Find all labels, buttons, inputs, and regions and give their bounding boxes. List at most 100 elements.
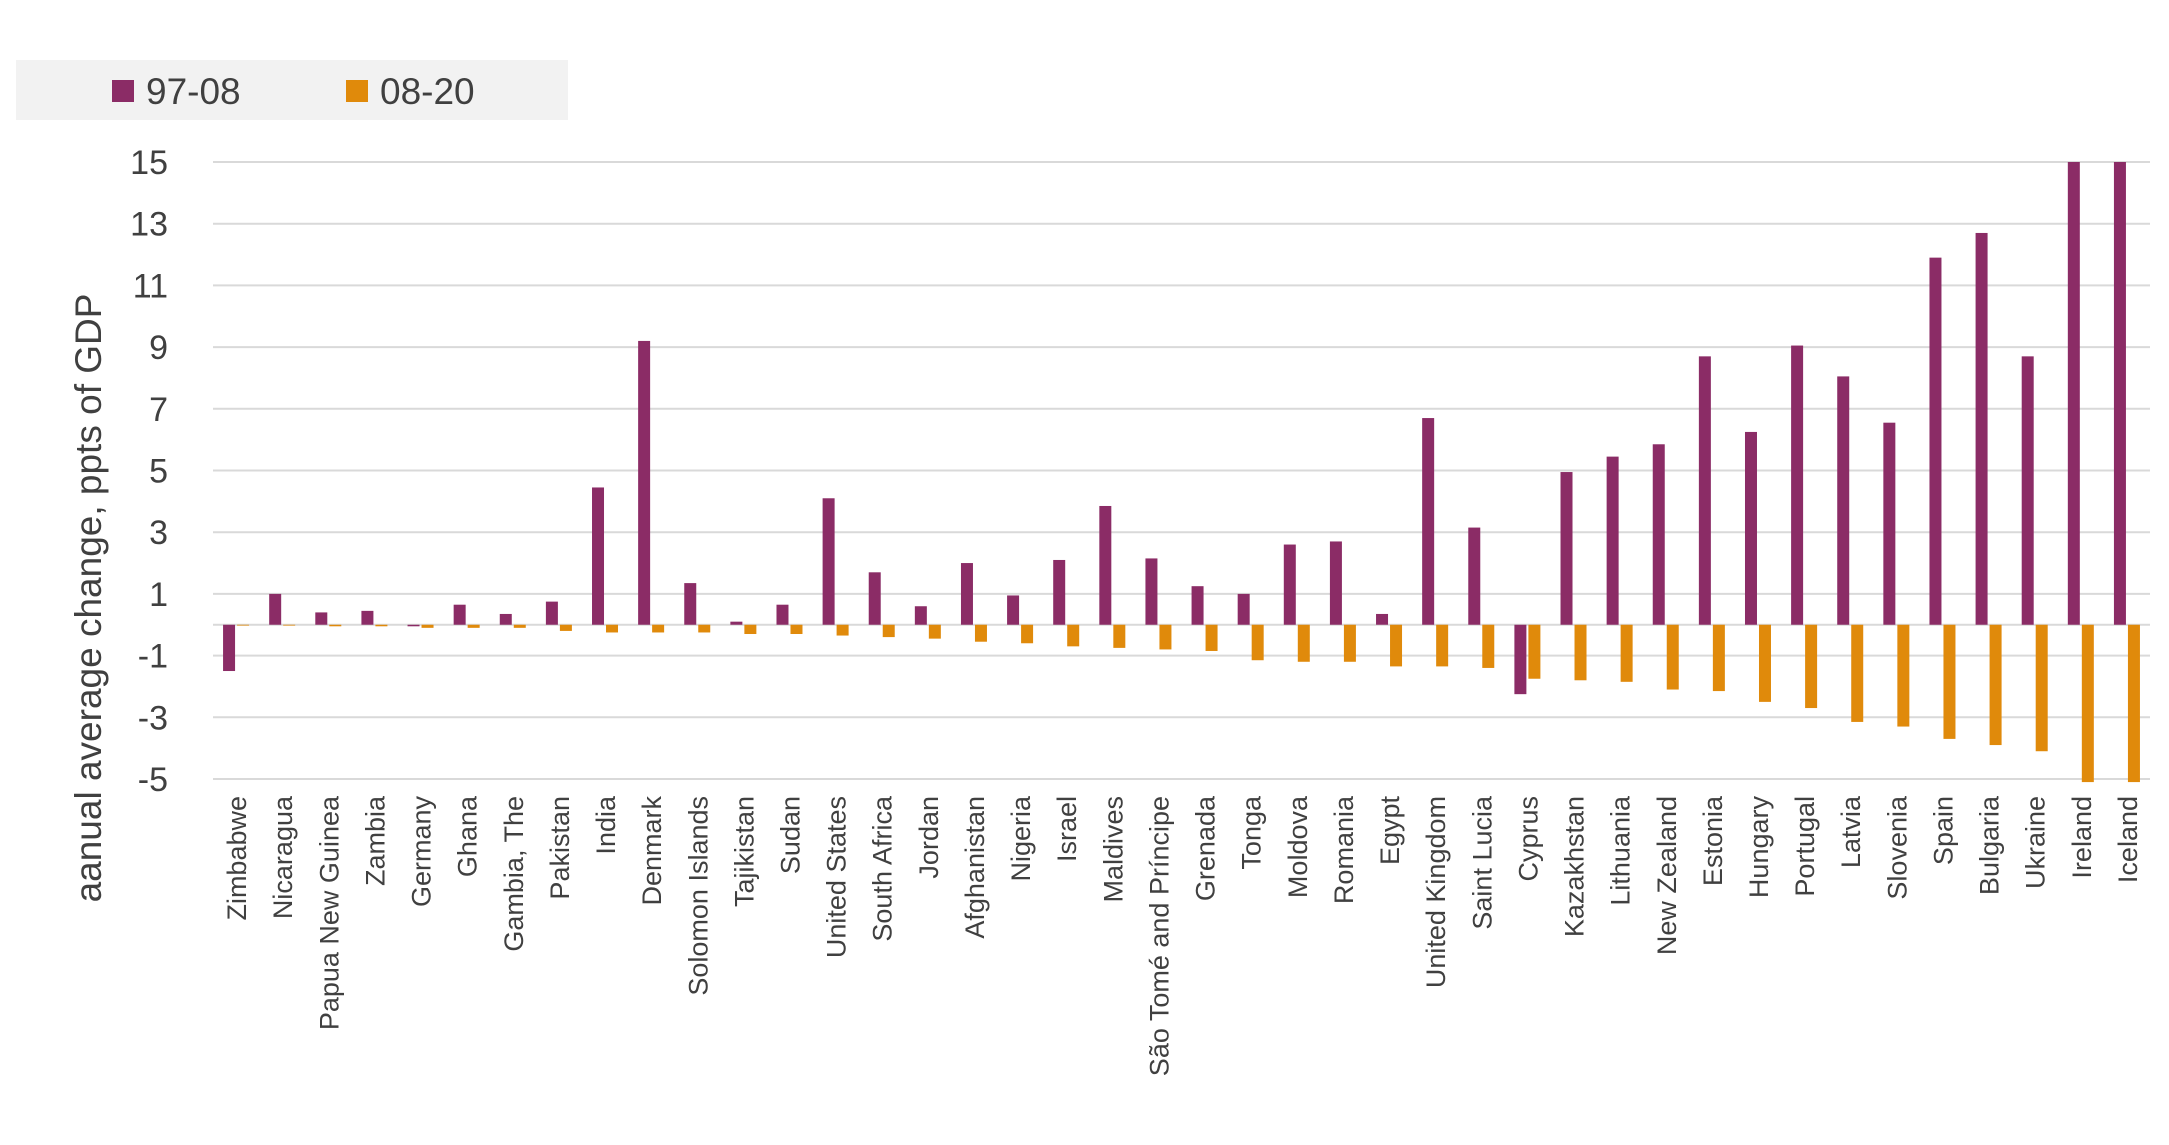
bar-97-08-lithuania (1606, 456, 1619, 625)
x-tick-label-portugal: Portugal (1790, 796, 1820, 897)
bar-97-08-egypt (1376, 613, 1389, 625)
x-tick-label-india: India (591, 795, 621, 855)
y-tick-label: 9 (149, 329, 168, 367)
bar-08-20-ghana (467, 624, 480, 628)
bar-97-08-hungary (1744, 431, 1757, 625)
x-tick-label-papua-new-guinea: Papua New Guinea (314, 795, 344, 1030)
x-tick-label-lithuania: Lithuania (1606, 795, 1636, 906)
bar-08-20-ireland (2081, 624, 2094, 783)
bar-97-08-south-africa (868, 572, 881, 625)
bar-08-20-germany (421, 624, 434, 628)
bar-08-20-afghanistan (974, 624, 987, 642)
y-tick-label: 1 (149, 576, 168, 614)
x-tick-label-egypt: Egypt (1375, 796, 1405, 866)
x-tick-label-moldova: Moldova (1283, 795, 1313, 898)
x-tick-label-ghana: Ghana (453, 795, 483, 877)
x-tick-label-estonia: Estonia (1698, 795, 1728, 886)
bar-97-08-new-zealand (1652, 444, 1665, 625)
bar-08-20-tonga (1251, 624, 1264, 661)
bar-08-20-solomon-islands (698, 624, 711, 633)
bar-97-08-estonia (1698, 356, 1711, 625)
x-tick-label-hungary: Hungary (1744, 796, 1774, 899)
bar-97-08-sao-tome-and-principe (1145, 558, 1158, 625)
bar-97-08-papua-new-guinea (315, 612, 328, 625)
bar-97-08-germany (407, 624, 420, 627)
bar-08-20-gambia-the (513, 624, 526, 628)
y-tick-label: 3 (149, 514, 168, 552)
x-tick-label-iceland: Iceland (2113, 796, 2143, 883)
x-tick-label-romania: Romania (1329, 795, 1359, 904)
x-tick-label-sao-tome-and-principe: São Tomé and Príncipe (1144, 796, 1174, 1076)
bar-08-20-south-africa (882, 624, 895, 638)
x-tick-label-grenada: Grenada (1191, 795, 1221, 901)
bar-08-20-iceland (2127, 624, 2140, 783)
bar-08-20-maldives (1113, 624, 1126, 648)
bar-08-20-hungary (1758, 624, 1771, 702)
bar-97-08-india (592, 487, 605, 625)
x-tick-label-zimbabwe: Zimbabwe (222, 796, 252, 921)
bar-08-20-bulgaria (1989, 624, 2002, 746)
bar-08-20-pakistan (559, 624, 572, 631)
x-tick-label-south-africa: South Africa (868, 795, 898, 942)
y-tick-label: 7 (149, 391, 168, 429)
bar-97-08-tajikistan (730, 621, 743, 625)
x-tick-label-germany: Germany (407, 796, 437, 908)
legend-label-97-08: 97-08 (146, 71, 241, 112)
y-tick-label: 13 (130, 206, 168, 244)
x-tick-label-cyprus: Cyprus (1513, 796, 1543, 882)
bar-97-08-afghanistan (960, 563, 973, 625)
x-tick-label-afghanistan: Afghanistan (960, 796, 990, 939)
bar-97-08-slovenia (1883, 422, 1896, 625)
bar-08-20-grenada (1205, 624, 1218, 651)
y-tick-label: 5 (149, 453, 168, 491)
bar-08-20-india (606, 624, 619, 633)
legend: 97-08 08-20 (16, 60, 568, 120)
bar-97-08-bulgaria (1975, 232, 1988, 625)
bar-08-20-united-kingdom (1436, 624, 1449, 667)
bar-08-20-kazakhstan (1574, 624, 1587, 681)
bar-08-20-romania (1343, 624, 1356, 662)
bar-97-08-romania (1329, 541, 1342, 625)
bar-97-08-gambia-the (499, 613, 512, 625)
bar-08-20-sao-tome-and-principe (1159, 624, 1172, 650)
bar-08-20-nigeria (1021, 624, 1034, 644)
gridlines (213, 161, 2150, 780)
x-tick-label-spain: Spain (1928, 796, 1958, 865)
bar-97-08-zambia (361, 610, 374, 625)
bar-08-20-nicaragua (283, 624, 296, 626)
y-tick-label: 15 (130, 144, 168, 182)
x-tick-label-saint-lucia: Saint Lucia (1467, 795, 1497, 930)
bar-08-20-zimbabwe (237, 624, 250, 626)
bar-08-20-lithuania (1620, 624, 1633, 682)
bar-08-20-moldova (1297, 624, 1310, 662)
x-tick-label-solomon-islands: Solomon Islands (683, 796, 713, 996)
x-tick-label-bulgaria: Bulgaria (1975, 795, 2005, 895)
x-tick-label-nicaragua: Nicaragua (268, 795, 298, 919)
bar-97-08-cyprus (1514, 624, 1527, 695)
legend-background (16, 60, 568, 120)
bar-97-08-sudan (776, 604, 789, 625)
x-tick-label-maldives: Maldives (1098, 796, 1128, 903)
bar-08-20-ukraine (2035, 624, 2048, 752)
bar-97-08-maldives (1099, 505, 1112, 625)
bar-08-20-saint-lucia (1482, 624, 1495, 668)
legend-swatch-08-20 (346, 80, 368, 102)
bar-97-08-nigeria (1007, 595, 1020, 625)
bar-08-20-portugal (1805, 624, 1818, 709)
x-tick-label-united-kingdom: United Kingdom (1421, 796, 1451, 988)
bar-97-08-united-states (822, 498, 835, 625)
x-tick-label-slovenia: Slovenia (1882, 795, 1912, 900)
y-tick-label: -1 (138, 638, 168, 676)
x-tick-label-tajikistan: Tajikistan (729, 796, 759, 907)
bar-97-08-ireland (2067, 162, 2080, 625)
bar-97-08-nicaragua (269, 593, 282, 625)
bar-97-08-moldova (1283, 544, 1296, 625)
bar-97-08-jordan (914, 606, 927, 625)
y-tick-label: -3 (138, 699, 168, 737)
x-axis-ticks: Zimbabwe Nicaragua Papua New Guinea Zambia G… (222, 795, 2143, 1076)
bar-08-20-tajikistan (744, 624, 757, 635)
bar-97-08-spain (1929, 257, 1942, 625)
bar-08-20-egypt (1390, 624, 1403, 667)
bar-97-08-denmark (638, 340, 651, 625)
bar-08-20-latvia (1851, 624, 1864, 722)
